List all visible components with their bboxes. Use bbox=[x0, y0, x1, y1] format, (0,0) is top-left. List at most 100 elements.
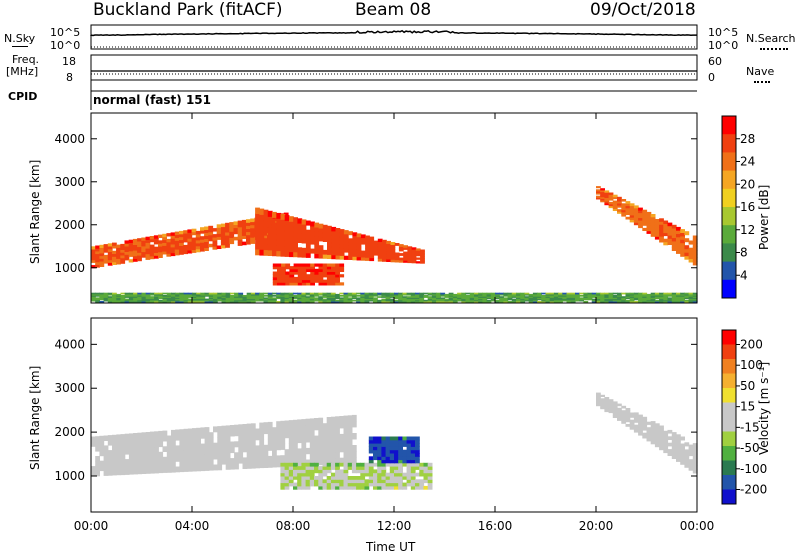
power-cell bbox=[213, 234, 218, 238]
power-cell bbox=[289, 266, 294, 269]
power-cell bbox=[213, 237, 218, 241]
power-cell bbox=[293, 237, 298, 242]
power-cell bbox=[365, 254, 370, 258]
velocity-cell bbox=[390, 473, 395, 477]
power-cell bbox=[179, 249, 184, 252]
power-cell bbox=[689, 258, 694, 262]
power-cell bbox=[336, 255, 341, 259]
power-colorbar-tick-label: 16 bbox=[740, 200, 755, 214]
power-cell bbox=[663, 221, 668, 225]
power-cell bbox=[276, 213, 281, 219]
velocity-cell bbox=[369, 483, 374, 487]
velocity-cell bbox=[398, 440, 403, 444]
power-cell bbox=[319, 228, 324, 233]
velocity-cell bbox=[310, 463, 315, 467]
velocity-cell bbox=[179, 440, 184, 446]
velocity-cell bbox=[659, 444, 664, 448]
power-cell bbox=[327, 250, 332, 255]
velocity-cell bbox=[323, 463, 328, 467]
velocity-cell bbox=[415, 486, 420, 490]
power-cell bbox=[179, 293, 184, 295]
velocity-cell bbox=[293, 454, 298, 460]
velocity-cell bbox=[112, 445, 117, 451]
velocity-colorbar-segment bbox=[722, 432, 736, 447]
velocity-cell bbox=[280, 469, 285, 473]
power-cell bbox=[609, 193, 614, 195]
velocity-cell bbox=[251, 429, 256, 435]
velocity-cell bbox=[297, 437, 302, 443]
velocity-cell bbox=[121, 449, 126, 455]
nsky-tick-low: 10^0 bbox=[50, 40, 80, 51]
power-cell bbox=[503, 297, 508, 299]
power-cell bbox=[306, 296, 311, 298]
power-cell bbox=[319, 224, 324, 229]
power-cell bbox=[668, 297, 673, 299]
power-cell bbox=[221, 233, 226, 237]
nsky-tick-high-right: 10^5 bbox=[708, 27, 738, 38]
velocity-cell bbox=[121, 464, 126, 470]
power-cell bbox=[200, 236, 205, 240]
velocity-cell bbox=[344, 434, 349, 441]
velocity-cell bbox=[344, 476, 349, 480]
velocity-cell bbox=[142, 463, 147, 469]
nave-legend-line bbox=[754, 81, 770, 83]
velocity-cell bbox=[323, 441, 328, 447]
velocity-cell bbox=[655, 423, 660, 426]
velocity-cell bbox=[99, 451, 104, 457]
velocity-cell bbox=[272, 456, 277, 462]
power-cell bbox=[634, 293, 639, 295]
velocity-cell bbox=[301, 463, 306, 467]
velocity-cell bbox=[158, 462, 163, 468]
power-cell bbox=[331, 255, 336, 260]
velocity-cell bbox=[116, 470, 121, 476]
power-cell bbox=[184, 293, 189, 295]
velocity-cell bbox=[289, 476, 294, 480]
velocity-cell bbox=[306, 425, 311, 431]
velocity-cell bbox=[255, 457, 260, 463]
velocity-colorbar-tick-label: 15 bbox=[740, 400, 755, 414]
power-cell bbox=[200, 293, 205, 295]
velocity-cell bbox=[626, 424, 631, 427]
velocity-cell bbox=[272, 444, 277, 450]
power-cell bbox=[200, 248, 205, 252]
velocity-cell bbox=[638, 415, 643, 418]
power-cell bbox=[255, 219, 260, 225]
power-cell bbox=[302, 238, 307, 243]
velocity-cell bbox=[247, 440, 252, 446]
velocity-cell bbox=[146, 448, 151, 454]
velocity-cell bbox=[327, 447, 332, 453]
velocity-cell bbox=[352, 476, 357, 480]
power-cell bbox=[289, 236, 294, 242]
power-cell bbox=[175, 232, 180, 235]
velocity-cell bbox=[91, 466, 96, 471]
velocity-cell bbox=[369, 446, 374, 450]
velocity-cell bbox=[251, 463, 256, 469]
velocity-cell bbox=[301, 448, 306, 454]
power-cell bbox=[352, 232, 357, 236]
power-cell bbox=[104, 258, 109, 261]
velocity-cell bbox=[99, 466, 104, 472]
velocity-cell bbox=[348, 486, 353, 490]
power-cell bbox=[352, 239, 357, 243]
velocity-cell bbox=[297, 431, 302, 437]
velocity-cell bbox=[390, 437, 395, 441]
velocity-cell bbox=[348, 479, 353, 483]
power-cell bbox=[306, 244, 311, 249]
velocity-cell bbox=[196, 460, 201, 466]
power-cell bbox=[336, 236, 341, 240]
power-cell bbox=[294, 277, 299, 280]
velocity-cell bbox=[301, 431, 306, 437]
date-title: 09/Oct/2018 bbox=[590, 2, 696, 19]
velocity-cell bbox=[280, 473, 285, 477]
power-cell bbox=[192, 238, 197, 242]
velocity-cell bbox=[369, 466, 374, 470]
power-cell bbox=[272, 293, 277, 295]
power-cell bbox=[634, 210, 639, 213]
velocity-cell bbox=[116, 445, 121, 451]
power-colorbar-segment bbox=[722, 280, 736, 299]
power-cell bbox=[158, 235, 163, 238]
power-cell bbox=[192, 244, 197, 248]
power-cell bbox=[638, 208, 643, 211]
power-cell bbox=[621, 296, 626, 298]
power-cell bbox=[166, 239, 171, 242]
